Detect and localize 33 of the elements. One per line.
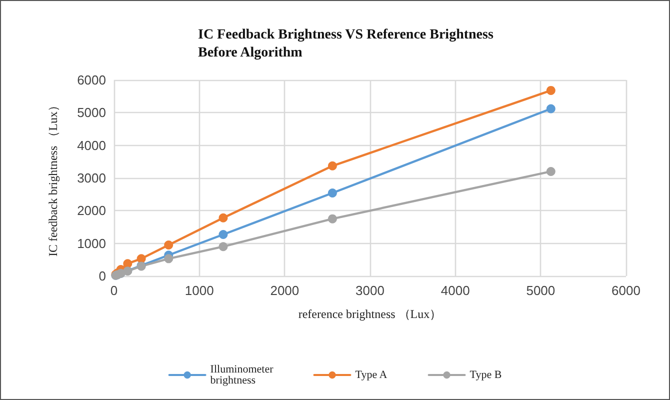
x-tick-label: 3000 <box>356 283 384 298</box>
y-tick-label: 0 <box>98 268 106 284</box>
legend-label: Type B <box>470 369 502 381</box>
x-tick-label: 1000 <box>184 283 214 298</box>
point <box>546 104 556 114</box>
y-axis-title: IC feedback brightness （Lux） <box>46 100 60 256</box>
point <box>218 213 228 222</box>
point <box>218 230 228 240</box>
point <box>218 242 228 252</box>
legend-label: Type A <box>355 369 388 381</box>
legend-label: Illuminometer brightness <box>210 364 274 386</box>
x-tick-label: 5000 <box>526 283 556 298</box>
point <box>136 254 146 264</box>
y-tick-label: 3000 <box>77 170 106 186</box>
point <box>123 259 132 268</box>
y-tick-label: 1000 <box>77 236 106 251</box>
x-tick-label: 2000 <box>270 283 300 298</box>
point <box>328 188 337 198</box>
y-tick-label: 2000 <box>77 203 106 218</box>
x-tick-label: 6000 <box>612 283 640 298</box>
point <box>328 161 337 170</box>
y-tick-label: 6000 <box>77 72 106 88</box>
point <box>546 86 556 95</box>
y-tick-label: 4000 <box>77 138 106 153</box>
point <box>546 166 556 176</box>
x-tick-label: 0 <box>110 283 118 298</box>
x-tick-label: 4000 <box>440 283 470 298</box>
point <box>164 254 174 264</box>
x-axis-title: reference brightness （Lux） <box>298 307 442 321</box>
y-tick-label: 5000 <box>77 105 106 120</box>
point <box>328 214 337 224</box>
point <box>164 240 174 250</box>
chart-title: IC Feedback Brightness VS Reference Brightness Before Algorithm <box>198 28 494 60</box>
